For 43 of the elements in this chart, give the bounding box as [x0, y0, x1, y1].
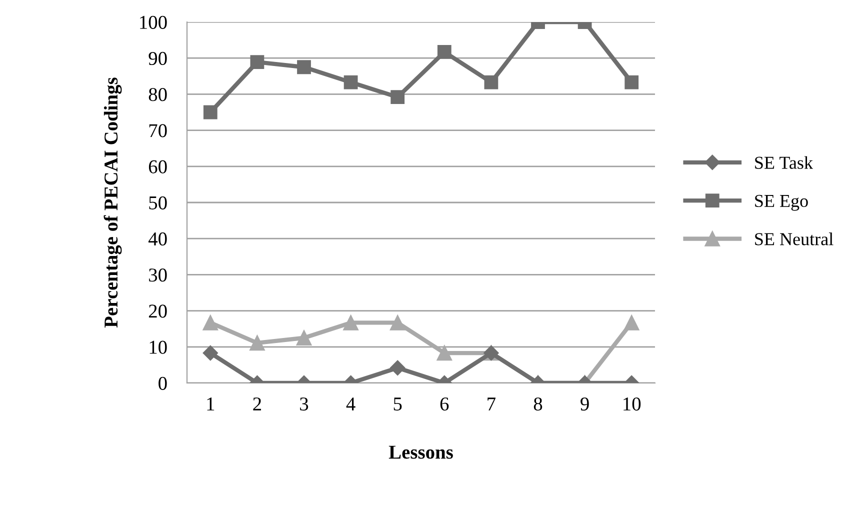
point	[202, 345, 218, 361]
x-tick-label: 10	[624, 397, 641, 411]
y-tick-label: 50	[149, 196, 167, 210]
legend-label: SE Neutral	[755, 232, 834, 246]
x-tick-label: 4	[346, 398, 356, 410]
y-axis-title: Percentage of PECAI Codings	[104, 78, 122, 328]
y-tick-label: 20	[148, 304, 167, 318]
y-tick-label: 80	[148, 88, 167, 102]
point	[436, 345, 452, 361]
legend-label: SE Ego	[755, 194, 808, 211]
y-tick-label: 0	[158, 376, 167, 390]
point	[203, 105, 218, 120]
point	[390, 90, 405, 104]
point	[344, 75, 358, 90]
point	[484, 75, 498, 90]
x-axis-title: Lessons	[388, 446, 453, 459]
point	[624, 315, 640, 330]
point	[624, 75, 639, 90]
point	[390, 315, 406, 330]
x-tick-label: 3	[300, 398, 308, 411]
x-tick-label: 9	[580, 398, 589, 411]
y-tick-label: 30	[149, 268, 167, 282]
legend-label: SE Task	[755, 156, 814, 169]
point	[250, 335, 265, 351]
y-tick-label: 90	[148, 52, 167, 66]
x-tick-label: 5	[394, 398, 402, 411]
x-tick-label: 8	[534, 397, 542, 411]
x-tick-label: 7	[488, 398, 496, 410]
y-tick-label: 40	[148, 232, 167, 246]
x-tick-label: 2	[253, 398, 261, 410]
y-tick-label: 10	[150, 340, 167, 354]
y-tick-label: 100	[140, 16, 167, 29]
point	[250, 55, 264, 70]
point	[296, 330, 312, 346]
point	[437, 45, 452, 59]
y-tick-label: 70	[149, 124, 167, 138]
x-tick-label: 6	[440, 398, 449, 411]
y-tick-label: 60	[148, 160, 167, 174]
point	[297, 60, 311, 74]
point	[343, 315, 358, 330]
point	[202, 315, 218, 330]
point	[390, 360, 406, 376]
x-tick-label: 1	[207, 398, 214, 410]
